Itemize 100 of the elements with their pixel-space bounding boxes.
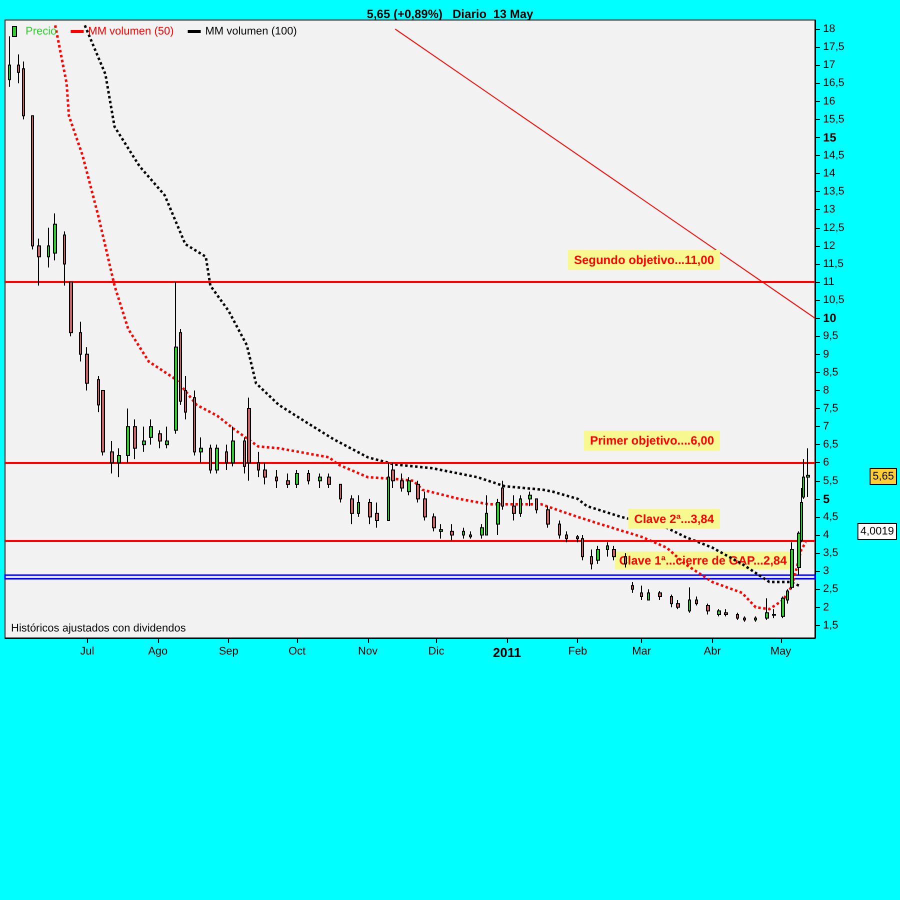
y-tick-label: 17,5 [823, 41, 844, 54]
candlestick [174, 282, 178, 434]
candlestick [263, 462, 267, 485]
candlestick [193, 390, 196, 456]
legend-label: Precio [26, 26, 57, 38]
candlestick [79, 321, 82, 362]
y-tick-label: 8 [823, 384, 830, 396]
x-tick-label: May [770, 646, 792, 658]
candlestick [22, 61, 25, 120]
x-tick-label: 2011 [492, 645, 522, 660]
candlestick [670, 594, 673, 608]
y-tick-label: 15 [823, 130, 837, 144]
y-tick-label: 6 [823, 456, 830, 469]
candlestick [676, 600, 680, 610]
annotation: Históricos ajustados con dividendos [11, 622, 186, 634]
candlestick [724, 608, 728, 617]
y-tick-label: 9,5 [823, 330, 838, 342]
candlestick [565, 530, 568, 543]
y-tick-label: 16 [823, 95, 836, 108]
y-tick-label: 18 [823, 23, 836, 36]
y-tick-label: 15,5 [823, 113, 844, 126]
candlestick [158, 430, 162, 449]
y-tick-label: 10 [823, 311, 837, 326]
candlestick [462, 527, 465, 540]
candlestick [368, 498, 372, 525]
candlestick [350, 494, 354, 525]
candlestick [688, 586, 691, 614]
y-tick-label: 3 [823, 565, 830, 578]
candlestick [400, 473, 404, 492]
ref-line-label: Segundo objetivo...11,00 [574, 253, 714, 268]
candlestick [69, 282, 73, 337]
y-tick-label: 7,5 [823, 402, 838, 415]
candlestick [469, 530, 472, 540]
y-tick-label: 17 [823, 59, 836, 72]
candlestick [439, 524, 443, 540]
candlestick [31, 115, 34, 250]
candlestick [318, 473, 322, 489]
x-tick-label: Oct [288, 646, 306, 658]
candlestick [647, 588, 650, 601]
candlestick [199, 436, 203, 464]
candlestick [706, 603, 710, 616]
candlestick [806, 448, 810, 498]
y-tick-label: 14,5 [823, 150, 844, 162]
candlestick [519, 494, 522, 518]
y-tick-label: 12,5 [823, 222, 844, 234]
y-tick-label: 16,5 [823, 77, 844, 90]
candlestick [512, 494, 516, 522]
candlestick [37, 238, 41, 286]
candlestick [184, 375, 187, 420]
text: 5,65 [872, 470, 894, 482]
candlestick [743, 616, 746, 622]
ref-line-label: Primer objetivo....6,00 [590, 434, 714, 448]
chart-title: 5,65 (+0,89%) Diario 13 May [366, 7, 534, 21]
candlestick [142, 426, 146, 452]
candlestick [8, 36, 11, 88]
candlestick [209, 444, 212, 474]
candlestick [133, 418, 137, 460]
x-tick-label: Feb [568, 646, 588, 658]
candlestick [307, 469, 310, 485]
legend-label: MM volumen (100) [205, 26, 297, 38]
candlestick [416, 480, 420, 503]
candlestick [596, 545, 600, 564]
candlestick [215, 444, 219, 474]
candlestick [631, 581, 634, 594]
candlestick [772, 608, 776, 619]
candlestick [528, 491, 532, 507]
candlestick [375, 502, 379, 528]
candlestick [231, 426, 235, 467]
legend-label: MM volumen (50) [88, 26, 174, 38]
candlestick [85, 346, 89, 391]
y-tick-label: 7 [823, 420, 830, 433]
y-tick-label: 11,5 [823, 258, 844, 270]
y-tick-label: 10,5 [823, 294, 844, 306]
candlestick [717, 608, 721, 617]
y-tick-label: 4,5 [823, 510, 838, 523]
candlestick [606, 542, 609, 558]
y-tick-label: 4 [823, 529, 830, 541]
y-tick-label: 1,5 [823, 619, 838, 632]
y-tick-label: 2 [823, 601, 830, 614]
candlestick [423, 491, 427, 522]
y-tick-label: 13,5 [823, 186, 844, 198]
x-tick-label: Jul [80, 646, 94, 658]
y-tick-label: 5,5 [823, 474, 838, 487]
candlestick [590, 548, 593, 570]
ref-line-label: Clave 2ª...3,84 [634, 512, 714, 526]
candlestick [658, 590, 662, 601]
candlestick [612, 545, 616, 561]
candlestick [754, 616, 757, 622]
x-tick-label: Dic [428, 646, 445, 658]
candlestick [765, 598, 769, 620]
candlestick [47, 227, 50, 268]
candlestick [126, 408, 130, 464]
y-tick-label: 13 [823, 204, 836, 216]
candlestick [558, 520, 561, 540]
candlestick [640, 585, 643, 601]
candlestick [165, 426, 169, 449]
candlestick [450, 524, 454, 541]
candlestick [63, 230, 66, 286]
candlestick [339, 484, 342, 503]
candlestick [17, 54, 20, 84]
